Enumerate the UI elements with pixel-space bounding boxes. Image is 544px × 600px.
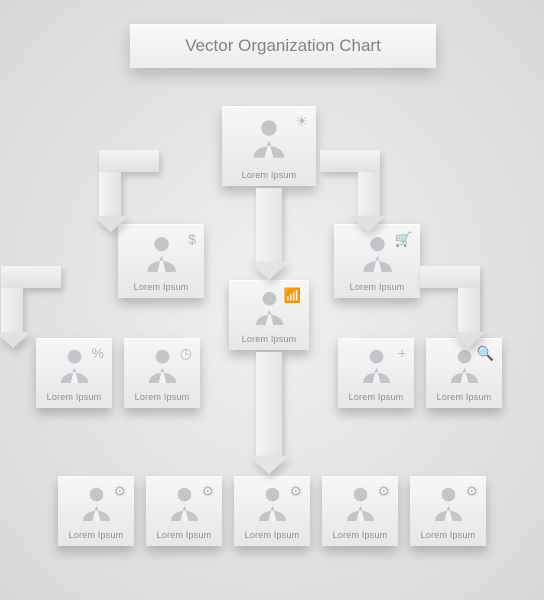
- node-label: Lorem Ipsum: [69, 530, 124, 540]
- search-icon: 🔍: [477, 346, 494, 360]
- node-label: Lorem Ipsum: [47, 392, 102, 402]
- org-node-l4c: Lorem Ipsum ⚙: [234, 476, 310, 546]
- node-label: Lorem Ipsum: [437, 392, 492, 402]
- chart-title-text: Vector Organization Chart: [185, 36, 381, 56]
- gear-icon: ⚙: [201, 484, 214, 498]
- org-node-l4a: Lorem Ipsum ⚙: [58, 476, 134, 546]
- arrow-down-0: [256, 188, 282, 262]
- org-node-l2c: Lorem Ipsum 🛒: [334, 224, 420, 298]
- org-node-root: Lorem Ipsum ☀: [222, 106, 316, 186]
- org-node-l4d: Lorem Ipsum ⚙: [322, 476, 398, 546]
- arrow-down-1: [256, 352, 282, 456]
- node-label: Lorem Ipsum: [135, 392, 190, 402]
- gear-icon: ⚙: [113, 484, 126, 498]
- node-label: Lorem Ipsum: [245, 530, 300, 540]
- gear-icon: ⚙: [465, 484, 478, 498]
- cart-icon: 🛒: [395, 232, 412, 246]
- node-label: Lorem Ipsum: [134, 282, 189, 292]
- org-node-l3a: Lorem Ipsum%: [36, 338, 112, 408]
- org-node-l3d: Lorem Ipsum 🔍: [426, 338, 502, 408]
- arrow-diag-3: [420, 266, 421, 267]
- arrow-diag-2: [60, 266, 61, 267]
- org-node-l2b: Lorem Ipsum 📶: [229, 280, 309, 350]
- node-label: Lorem Ipsum: [157, 530, 212, 540]
- arrow-diag-1: [320, 150, 321, 151]
- gear-icon: ⚙: [377, 484, 390, 498]
- arrow-diag-0: [158, 150, 159, 151]
- node-label: Lorem Ipsum: [350, 282, 405, 292]
- gear-icon: ⚙: [289, 484, 302, 498]
- node-label: Lorem Ipsum: [333, 530, 388, 540]
- percent-icon: %: [92, 346, 104, 360]
- node-label: Lorem Ipsum: [242, 334, 297, 344]
- clock-icon: ◷: [180, 346, 192, 360]
- plus-icon: +: [398, 346, 406, 360]
- org-node-l4b: Lorem Ipsum ⚙: [146, 476, 222, 546]
- org-chart-stage: Vector Organization Chart Lorem Ipsum ☀ L…: [0, 0, 544, 600]
- node-label: Lorem Ipsum: [349, 392, 404, 402]
- org-node-l3c: Lorem Ipsum +: [338, 338, 414, 408]
- sun-icon: ☀: [295, 114, 308, 128]
- barchart-icon: 📶: [284, 288, 301, 302]
- node-label: Lorem Ipsum: [421, 530, 476, 540]
- org-node-l3b: Lorem Ipsum ◷: [124, 338, 200, 408]
- dollar-icon: $: [188, 232, 196, 246]
- org-node-l2a: Lorem Ipsum $: [118, 224, 204, 298]
- chart-title: Vector Organization Chart: [130, 24, 436, 68]
- org-node-l4e: Lorem Ipsum ⚙: [410, 476, 486, 546]
- node-label: Lorem Ipsum: [242, 170, 297, 180]
